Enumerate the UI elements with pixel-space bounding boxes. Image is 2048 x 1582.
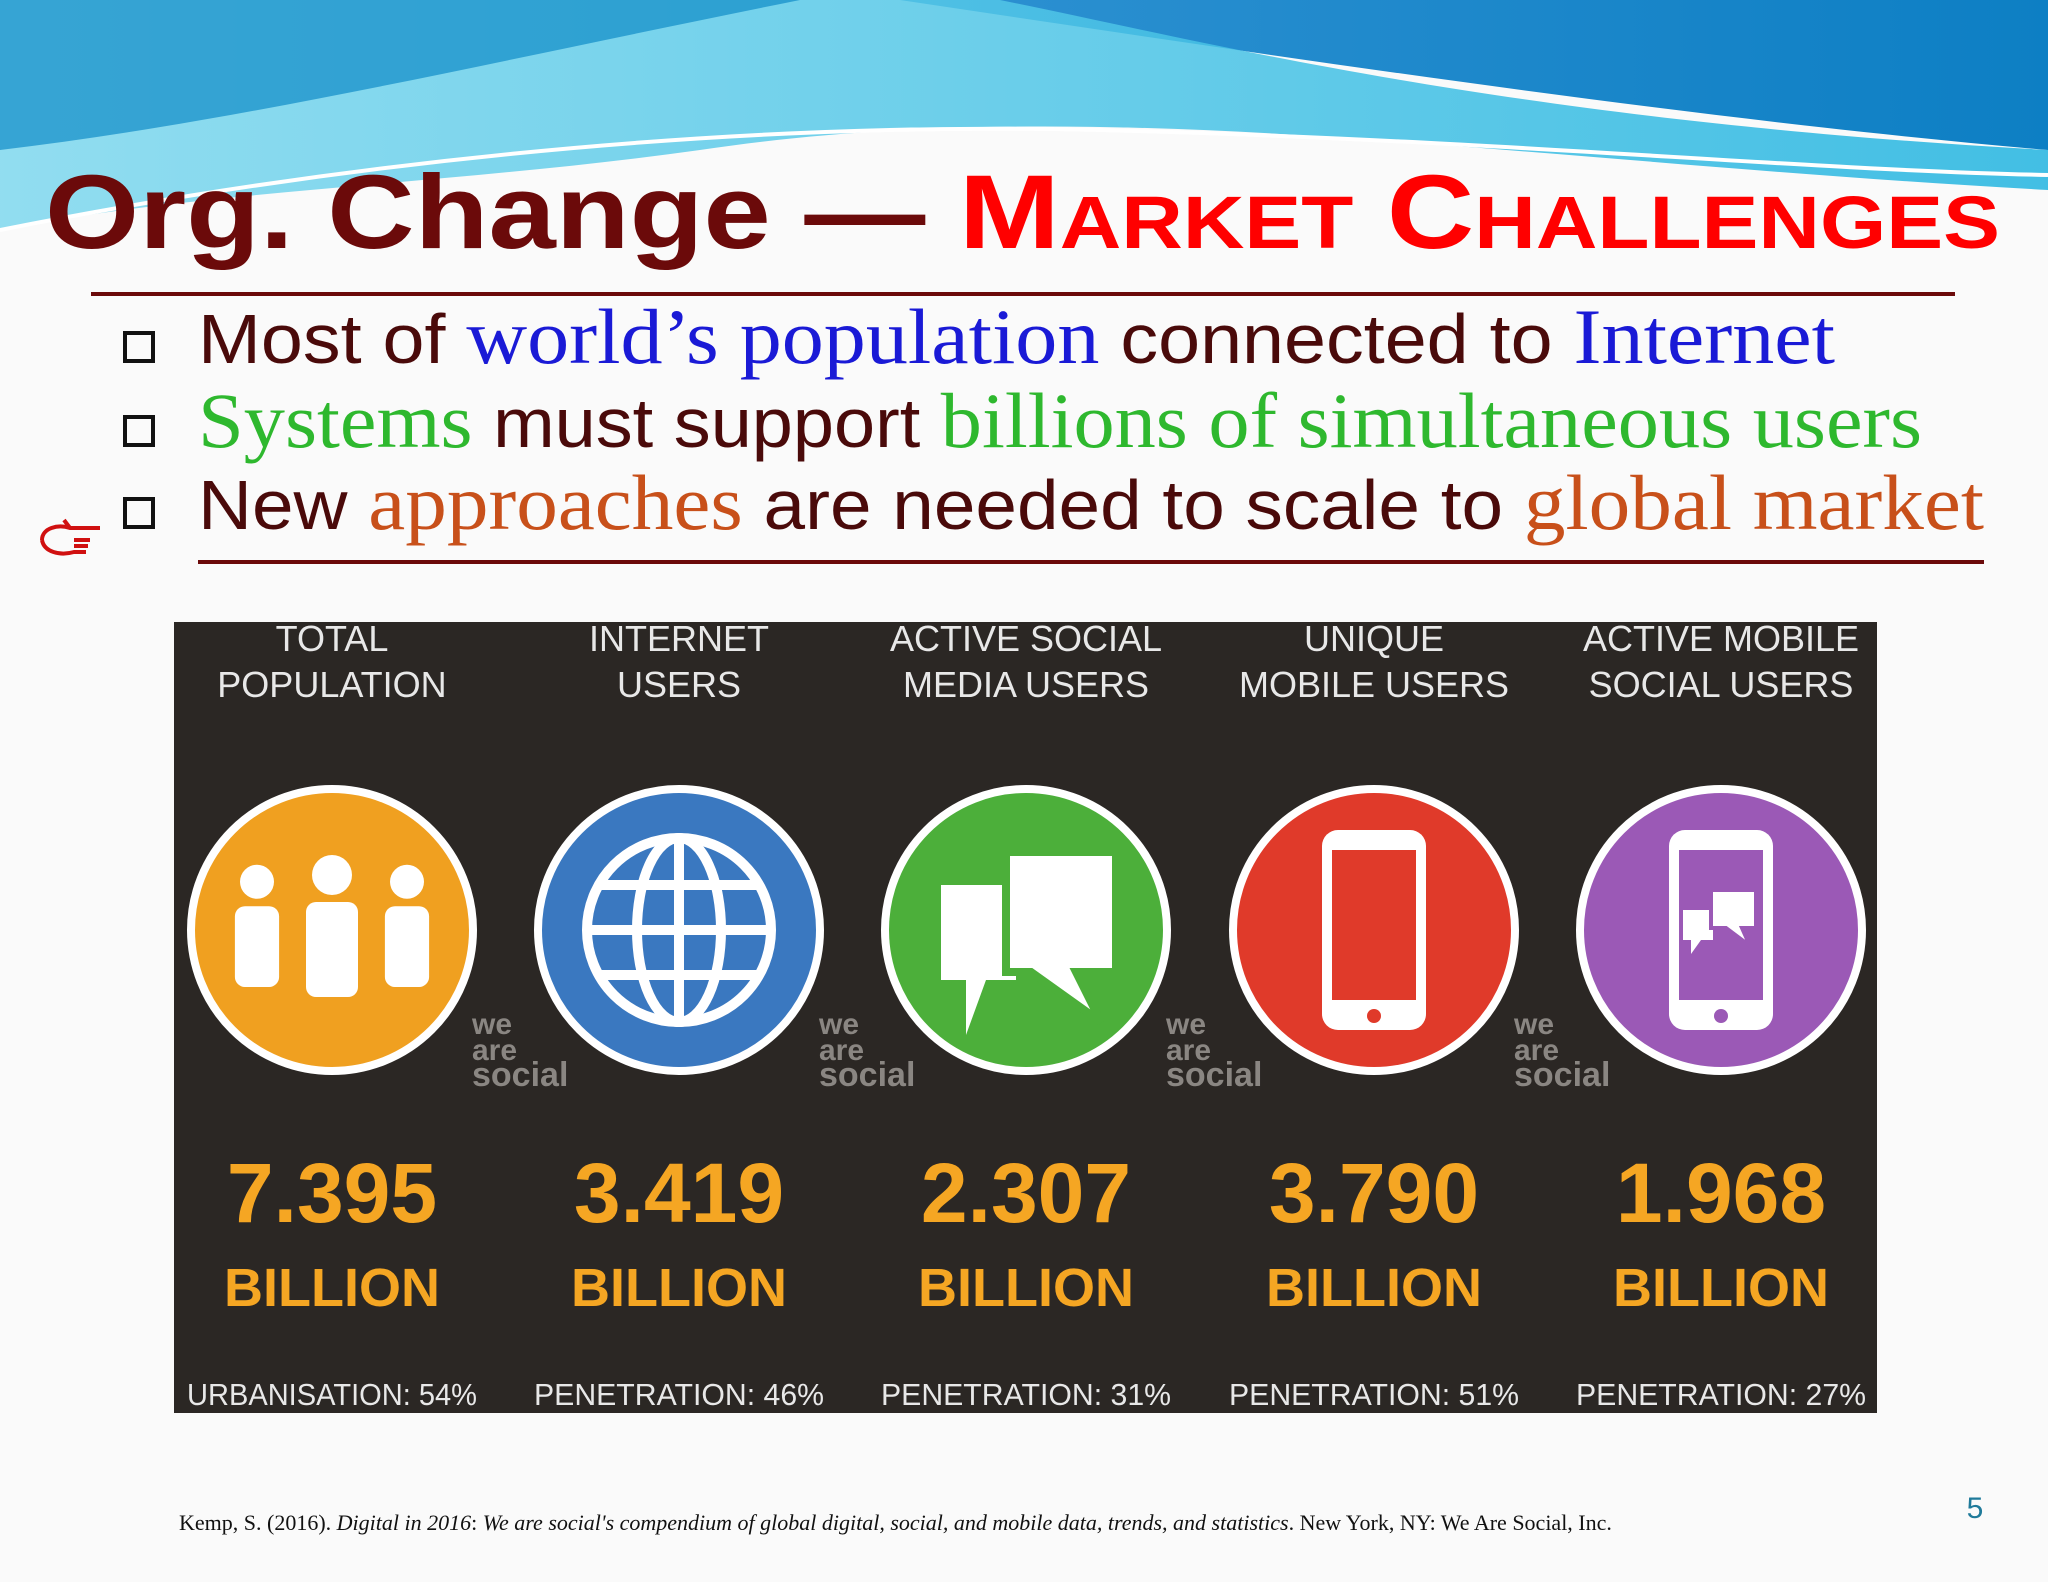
stat-heading: USERS: [617, 664, 741, 705]
bullet-segment: Most of: [198, 300, 466, 378]
icon-part: [1367, 1009, 1381, 1023]
stat-value: 1.968: [1616, 1146, 1826, 1240]
stat-unit: BILLION: [1266, 1258, 1482, 1318]
watermark: we: [818, 1008, 859, 1041]
stat-icon: [1669, 830, 1773, 1030]
watermark: are: [472, 1034, 517, 1067]
citation-part: We are social's compendium of global dig…: [483, 1510, 1289, 1535]
icon-part: [1709, 888, 1758, 953]
icon-part: [1002, 848, 1120, 1026]
bullet-box: [123, 415, 155, 447]
page-number: 5: [1967, 1492, 1984, 1525]
bullet-segment: must support: [473, 384, 941, 462]
stat-heading: ACTIVE SOCIAL: [890, 618, 1162, 659]
stat-value: 7.395: [227, 1146, 437, 1240]
title-main: Org. Change —: [45, 154, 925, 271]
bullet-text: Systems must support billions of simulta…: [198, 377, 1922, 464]
bullet-segment: New: [198, 466, 368, 544]
stat-heading: ACTIVE MOBILE: [1583, 618, 1859, 659]
icon-part: [390, 864, 424, 899]
stat-icon: [1322, 830, 1426, 1030]
header-wave: [0, 0, 800, 150]
icon-part: [312, 855, 352, 895]
watermark: are: [819, 1034, 864, 1067]
icon-part: [234, 906, 280, 987]
stat-icon: [582, 833, 776, 1027]
bullet-segment: Systems: [198, 377, 473, 464]
watermark: we: [1165, 1008, 1206, 1041]
stat-heading: INTERNET: [589, 618, 769, 659]
stat-value: 2.307: [921, 1146, 1131, 1240]
slide-title: Org. Change — Market Challenges: [45, 154, 2000, 271]
bullet-segment: approaches: [368, 459, 743, 546]
watermark: social: [1514, 1056, 1610, 1094]
title-accent: Market Challenges: [959, 154, 2000, 271]
infographic: TOTALPOPULATIONwearesocial7.395BILLIONUR…: [187, 618, 1866, 1412]
icon-part: [240, 864, 274, 899]
bullet-segment: billions of simultaneous users: [941, 377, 1922, 464]
watermark: are: [1514, 1034, 1559, 1067]
bullet-segment: are needed to scale to: [743, 466, 1524, 544]
citation-part: :: [471, 1510, 483, 1535]
stat-footer: PENETRATION: 31%: [881, 1377, 1171, 1412]
stat-heading: TOTAL: [276, 618, 389, 659]
icon-part: [1332, 850, 1416, 1000]
stat-heading: UNIQUE: [1304, 618, 1444, 659]
citation-part: . New York, NY: We Are Social, Inc.: [1289, 1510, 1612, 1535]
citation-part: Kemp, S. (2016).: [179, 1510, 337, 1535]
stat-heading: MEDIA USERS: [903, 664, 1149, 705]
stat-footer: PENETRATION: 27%: [1576, 1377, 1866, 1412]
icon-part: [384, 906, 430, 987]
stat-value: 3.419: [574, 1146, 784, 1240]
watermark: social: [819, 1056, 915, 1094]
bullet-segment: connected to: [1099, 300, 1573, 378]
stat-footer: PENETRATION: 51%: [1229, 1377, 1519, 1412]
bullet-segment: world’s population: [466, 293, 1099, 380]
watermark: we: [471, 1008, 512, 1041]
watermark: are: [1166, 1034, 1211, 1067]
header-wave: [0, 0, 2048, 150]
stat-icon: [941, 848, 1120, 1035]
watermark: we: [1513, 1008, 1554, 1041]
stat-unit: BILLION: [224, 1258, 440, 1318]
stat-unit: BILLION: [1613, 1258, 1829, 1318]
bullet-segment: Internet: [1574, 293, 1836, 380]
stat-heading: SOCIAL USERS: [1589, 664, 1854, 705]
bullet-segment: global market: [1524, 459, 1984, 546]
icon-part: [1714, 1009, 1728, 1023]
stat-unit: BILLION: [571, 1258, 787, 1318]
stat-value: 3.790: [1269, 1146, 1479, 1240]
bullet-box: [123, 497, 155, 529]
bullet-box: [123, 331, 155, 363]
stat-unit: BILLION: [918, 1258, 1134, 1318]
stat-footer: URBANISATION: 54%: [187, 1377, 477, 1412]
stat-heading: POPULATION: [217, 664, 446, 705]
stat-footer: PENETRATION: 46%: [534, 1377, 824, 1412]
icon-part: [941, 885, 1016, 1035]
bullet-text: Most of world’s population connected to …: [198, 293, 1835, 380]
stat-heading: MOBILE USERS: [1239, 664, 1509, 705]
stat-icon: [234, 855, 430, 997]
header-wave-line: [0, 126, 2048, 232]
icon-part: [306, 902, 358, 997]
watermark: social: [1166, 1056, 1262, 1094]
citation-part: Digital in 2016: [336, 1510, 471, 1535]
icon-part: [1683, 910, 1713, 954]
bullet-list: Most of world’s population connected to …: [123, 293, 1984, 564]
pointer-icon: [40, 518, 100, 556]
watermark: social: [472, 1056, 568, 1094]
citation: Kemp, S. (2016). Digital in 2016: We are…: [179, 1510, 1612, 1535]
bullet-text: New approaches are needed to scale to gl…: [198, 459, 1984, 546]
